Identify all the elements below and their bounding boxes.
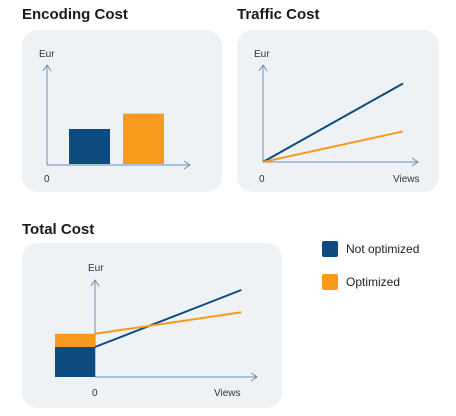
encoding-cost-panel: Eur 0 xyxy=(22,30,222,192)
total-x-label: Views xyxy=(214,388,241,399)
encoding-cost-title: Encoding Cost xyxy=(22,6,128,23)
legend-item-not-optimized: Not optimized xyxy=(322,240,452,260)
encoding-cost-chart: Eur 0 xyxy=(39,49,191,185)
encoding-bar-not-optimized xyxy=(69,129,110,164)
legend-label-optimized: Optimized xyxy=(346,275,401,289)
total-origin-label: 0 xyxy=(92,388,98,399)
traffic-cost-title: Traffic Cost xyxy=(237,6,320,23)
traffic-cost-chart: Eur 0 Views xyxy=(254,49,420,185)
total-cost-panel: Eur 0 Views xyxy=(22,243,282,408)
encoding-y-label: Eur xyxy=(39,49,55,60)
encoding-y-axis-arrow xyxy=(42,64,52,72)
legend-swatch-optimized xyxy=(322,274,338,290)
legend-item-optimized: Optimized xyxy=(322,273,452,293)
total-y-label: Eur xyxy=(88,263,104,274)
traffic-origin-label: 0 xyxy=(259,174,265,185)
total-x-axis-arrow xyxy=(250,372,258,382)
legend-swatch-not-optimized xyxy=(322,241,338,257)
encoding-origin-label: 0 xyxy=(44,174,50,185)
encoding-bar-optimized xyxy=(123,113,164,164)
traffic-y-label: Eur xyxy=(254,49,270,60)
total-line-not-optimized xyxy=(94,289,242,348)
total-y-axis-arrow xyxy=(90,279,100,287)
total-cost-title: Total Cost xyxy=(22,221,95,238)
traffic-line-optimized xyxy=(262,130,404,163)
legend-label-not-optimized: Not optimized xyxy=(346,242,420,256)
total-bar-not-optimized xyxy=(55,347,95,377)
traffic-cost-panel: Eur 0 Views xyxy=(237,30,439,192)
total-cost-chart: Eur 0 Views xyxy=(55,263,258,399)
traffic-x-label: Views xyxy=(393,174,420,185)
traffic-x-axis-arrow xyxy=(411,157,419,167)
traffic-y-axis-arrow xyxy=(258,64,268,72)
encoding-x-axis-arrow xyxy=(183,160,191,170)
total-line-optimized xyxy=(94,311,242,335)
traffic-line-not-optimized xyxy=(262,82,404,163)
